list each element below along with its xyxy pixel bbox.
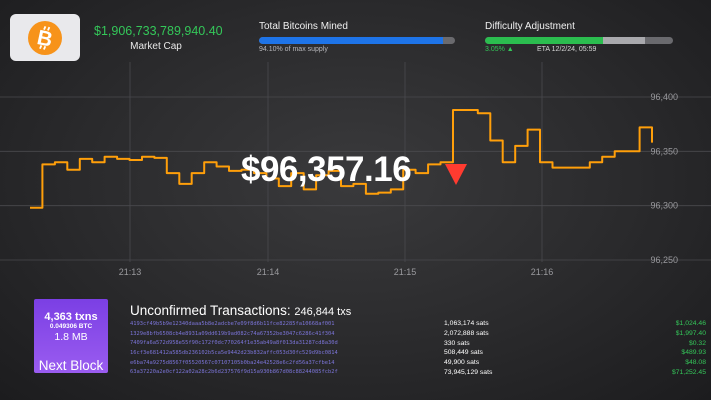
table-row[interactable]: e6ba74a9275d8567f05520567c07107105b0ba24… (130, 358, 710, 368)
difficulty-stat: Difficulty Adjustment 3.05% ▲ ETA 12/2/2… (485, 21, 673, 53)
table-row[interactable]: 63a37220a2e0cf122a02a28c2b6d237576f9d15a… (130, 367, 710, 377)
tx-hash[interactable]: 1329e8bfb6508cb4e8931a09dd619b9ad082c74a… (130, 330, 335, 337)
x-tick-label: 21:13 (119, 267, 142, 277)
x-tick-label: 21:14 (257, 267, 280, 277)
difficulty-eta: ETA 12/2/24, 05:59 (537, 46, 597, 53)
current-price: $96,357.16 (241, 150, 412, 189)
tx-hash[interactable]: e6ba74a9275d8567f05520567c07107105b0ba24… (130, 359, 335, 366)
price-line (30, 109, 653, 209)
tx-sats: 49,900 sats (444, 359, 480, 367)
tx-usd: $48.08 (685, 359, 706, 367)
y-axis-labels: 96,400 96,350 96,300 96,250 (650, 92, 678, 265)
tx-sats: 2,072,888 sats (444, 330, 489, 338)
total-mined-bar-fill (259, 37, 444, 44)
total-mined-stat: Total Bitcoins Mined 94.10% of max suppl… (259, 21, 455, 53)
price-chart: 96,400 96,350 96,300 96,250 21:13 21:14 21:15… (0, 62, 711, 277)
next-block-size: 1.8 MB (54, 331, 88, 343)
difficulty-bar-fill (485, 37, 604, 44)
table-row[interactable]: 1329e8bfb6508cb4e8931a09dd619b9ad082c74a… (130, 329, 710, 339)
next-block-btc: 0.049306 BTC (49, 323, 93, 330)
tx-usd: $1,024.46 (675, 320, 706, 328)
market-cap: $1,906,733,789,940.40 Market Cap (94, 24, 223, 52)
tx-hash[interactable]: 7409fa6a572d958e55f90c172f0dc770264f1e35… (130, 340, 338, 347)
logo-tile: B (10, 14, 80, 61)
table-row[interactable]: 16cf3e681412a585db236102b5ca5e9442d23b83… (130, 348, 710, 358)
down-triangle-icon (445, 164, 467, 185)
tx-usd: $489.93 (681, 349, 706, 357)
market-cap-value: $1,906,733,789,940.40 (94, 24, 223, 38)
unconfirmed-list: 4193cf49b5b9e12340daaa5b8e2adcbe7e09f8d6… (130, 319, 710, 377)
y-tick-label: 96,300 (650, 201, 678, 211)
tx-usd: $71,252.45 (671, 368, 706, 376)
x-axis-labels: 21:13 21:14 21:15 21:16 (119, 267, 554, 277)
tx-hash[interactable]: 16cf3e681412a585db236102b5ca5e9442d23b83… (130, 349, 338, 356)
tx-sats: 508,449 sats (444, 349, 483, 357)
y-tick-label: 96,400 (650, 92, 678, 102)
x-tick-label: 21:15 (394, 267, 417, 277)
difficulty-bar-estimate (603, 37, 645, 44)
total-mined-bar (259, 37, 455, 44)
table-row[interactable]: 7409fa6a572d958e55f90c172f0dc770264f1e35… (130, 338, 710, 348)
total-mined-title: Total Bitcoins Mined (259, 21, 348, 32)
tx-hash[interactable]: 63a37220a2e0cf122a02a28c2b6d237576f9d15a… (130, 369, 338, 376)
tx-sats: 73,945,129 sats (444, 368, 493, 376)
svg-text:B: B (35, 26, 55, 52)
tx-sats: 1,063,174 sats (444, 320, 489, 328)
x-tick-label: 21:16 (531, 267, 554, 277)
next-block-txns: 4,363 txns (44, 311, 98, 323)
tx-sats: 330 sats (444, 339, 470, 347)
tx-usd: $0.32 (688, 339, 706, 347)
next-block-label: Next Block (38, 358, 104, 373)
bitcoin-icon: B (28, 20, 62, 55)
unconfirmed-count: 246,844 txs (294, 306, 352, 318)
tx-hash[interactable]: 4193cf49b5b9e12340daaa5b8e2adcbe7e09f8d6… (130, 320, 335, 327)
y-tick-label: 96,350 (650, 146, 678, 156)
market-cap-label: Market Cap (130, 41, 182, 52)
unconfirmed-title-text: Unconfirmed Transactions: (130, 303, 291, 318)
difficulty-bar (485, 37, 673, 44)
y-tick-label: 96,250 (650, 255, 678, 265)
tx-usd: $1,997.40 (675, 330, 706, 338)
difficulty-title: Difficulty Adjustment (485, 21, 575, 32)
next-block-card[interactable]: 4,363 txns 0.049306 BTC 1.8 MB (34, 299, 108, 373)
table-row[interactable]: 4193cf49b5b9e12340daaa5b8e2adcbe7e09f8d6… (130, 319, 710, 329)
difficulty-change: 3.05% ▲ (485, 46, 514, 53)
total-mined-subtitle: 94.10% of max supply (259, 46, 328, 53)
unconfirmed-title: Unconfirmed Transactions: 246,844 txs (130, 303, 351, 318)
